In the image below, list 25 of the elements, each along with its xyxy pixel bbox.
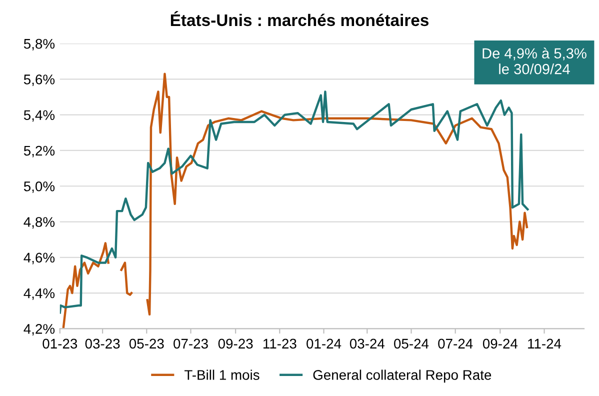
x-tick-label: 11-24 [528,338,562,348]
x-tick-label: 07-24 [438,338,473,349]
x-tick-label: 11-23 [263,338,296,349]
legend-label: T-Bill 1 mois [184,370,260,380]
x-tick-label: 03-24 [350,338,384,349]
x-tick-label: 05-23 [129,338,164,349]
x-tick-label: 01-23 [42,338,78,349]
y-tick-label: 5,0% [24,181,55,193]
legend-label: General collateral Repo Rate [313,370,492,383]
y-tick-label: 4,4% [24,288,55,300]
x-tick-label: 03-23 [85,338,120,349]
y-tick-label: 4,6% [24,252,55,264]
x-tick-label: 07-23 [174,338,208,349]
y-tick-label: 5,8% [24,38,55,50]
chart-title: États-Unis : marchés monétaires [170,11,428,26]
x-tick-label: 01-24 [306,338,342,349]
annotation: De 4,9% à 5,3% le 30/09/24 [482,48,586,74]
y-tick-label: 5,4% [24,110,55,122]
x-tick-label: 05-24 [394,338,429,349]
y-tick-label: 5,2% [24,146,55,158]
y-tick-label: 5,6% [24,74,55,86]
x-tick-label: 09-23 [218,338,253,349]
y-tick-label: 4,2% [24,324,55,336]
x-tick-label: 09-24 [482,338,518,349]
y-tick-label: 4,8% [24,217,55,229]
